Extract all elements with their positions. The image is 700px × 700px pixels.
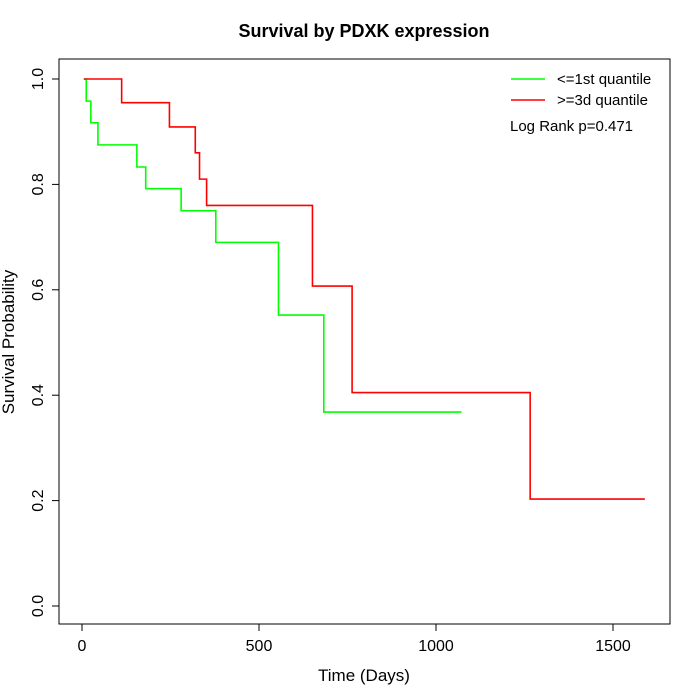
series-line-0 [83,78,462,413]
survival-curves [83,78,645,500]
y-tick-label: 0.0 [30,595,47,617]
log-rank-annotation: Log Rank p=0.471 [510,118,633,135]
y-axis: 0.0 0.2 0.4 0.6 0.8 1.0 [30,68,60,617]
x-tick-label: 1500 [595,638,631,655]
x-axis-label: Time (Days) [318,666,410,685]
chart-title: Survival by PDXK expression [238,21,489,41]
x-tick-label: 1000 [418,638,454,655]
x-axis: 0 500 1000 1500 [78,623,631,655]
y-tick-label: 0.4 [30,384,47,406]
x-tick-label: 500 [246,638,273,655]
series-line-1 [83,78,645,500]
legend-label: <=1st quantile [557,71,651,88]
y-axis-label: Survival Probability [0,269,18,414]
y-tick-label: 1.0 [30,68,47,90]
plot-frame [58,58,671,625]
x-tick-label: 0 [78,638,87,655]
legend-label: >=3d quantile [557,92,648,109]
y-tick-label: 0.2 [30,489,47,511]
y-tick-label: 0.8 [30,173,47,195]
legend: <=1st quantile >=3d quantile [511,71,651,109]
y-tick-label: 0.6 [30,279,47,301]
